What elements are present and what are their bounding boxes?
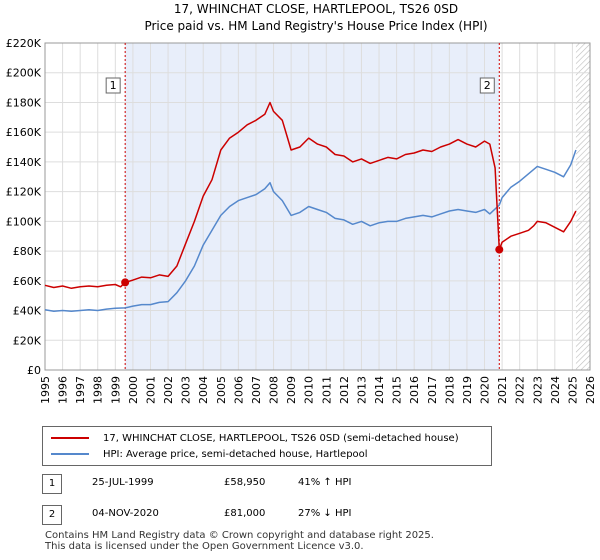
x-tick-label: 2021 [496,376,509,404]
hpi-line [44,149,577,313]
sale-price: £81,000 [224,508,266,519]
chart-legend: 17, WHINCHAT CLOSE, HARTLEPOOL, TS26 0SD… [42,426,492,466]
sale-hpi-delta: 41% ↑ HPI [298,477,352,488]
x-tick-label: 2015 [391,376,404,404]
y-tick-label: £0 [27,364,41,377]
y-tick-label: £180K [6,96,42,109]
y-tick-label: £60K [13,275,42,288]
x-tick-label: 2005 [215,376,228,404]
price-chart: 17, WHINCHAT CLOSE, HARTLEPOOL, TS26 0SD… [6,2,597,404]
x-tick-label: 1996 [57,376,70,404]
sale-price: £58,950 [224,477,266,488]
footer-attribution: Contains HM Land Registry data © Crown c… [45,530,434,552]
y-tick-label: £80K [13,245,42,258]
sale-hpi-delta: 27% ↓ HPI [298,508,352,519]
x-tick-label: 2019 [461,376,474,404]
x-tick-label: 2010 [303,376,316,404]
x-tick-label: 2023 [531,376,544,404]
x-tick-label: 2004 [197,376,210,404]
y-tick-label: £160K [6,126,42,139]
sale-marker-badge: 2 [42,505,62,525]
sale-point [495,245,504,254]
property-price-line [44,101,577,290]
sale-label-box [479,77,495,94]
chart-title: 17, WHINCHAT CLOSE, HARTLEPOOL, TS26 0SD [174,2,458,16]
legend-label-property: 17, WHINCHAT CLOSE, HARTLEPOOL, TS26 0SD… [103,432,459,444]
x-tick-label: 2002 [162,376,175,404]
x-tick-label: 2001 [144,376,157,404]
y-tick-label: £40K [13,305,42,318]
x-tick-label: 2009 [285,376,298,404]
footer-line: Contains HM Land Registry data © Crown c… [45,530,434,541]
chart-subtitle: Price paid vs. HM Land Registry's House … [144,19,487,33]
x-tick-label: 2020 [479,376,492,404]
sale-label-box [105,77,121,94]
y-tick-label: £20K [13,334,42,347]
legend-entry-hpi: HPI: Average price, semi-detached house,… [51,446,368,462]
sale-label-number: 1 [110,79,117,92]
x-tick-label: 2011 [320,376,333,404]
x-tick-label: 2022 [514,376,527,404]
legend-swatch-property [51,437,89,439]
sale-point [121,278,130,287]
x-tick-label: 2000 [127,376,140,404]
plot-frame [44,42,591,371]
y-tick-label: £100K [6,215,42,228]
x-tick-label: 2012 [338,376,351,404]
x-tick-label: 2014 [373,376,386,404]
sale-date: 25-JUL-1999 [92,477,154,488]
x-tick-label: 1997 [74,376,87,404]
x-tick-label: 2006 [232,376,245,404]
x-tick-label: 2016 [408,376,421,404]
sale-date: 04-NOV-2020 [92,508,159,519]
x-tick-label: 1998 [92,376,105,404]
y-tick-label: £200K [6,67,42,80]
y-tick-label: £220K [6,37,42,50]
ownership-shading [125,43,500,370]
x-tick-label: 1995 [39,376,52,404]
legend-swatch-hpi [51,453,89,455]
y-tick-label: £140K [6,156,42,169]
x-tick-label: 2018 [443,376,456,404]
x-tick-label: 2013 [355,376,368,404]
future-hatch [575,43,590,370]
legend-entry-property: 17, WHINCHAT CLOSE, HARTLEPOOL, TS26 0SD… [51,430,459,446]
x-tick-label: 2003 [180,376,193,404]
x-tick-label: 2024 [549,376,562,404]
sale-marker-badge: 1 [42,474,62,494]
footer-line: This data is licensed under the Open Gov… [45,541,364,552]
legend-label-hpi: HPI: Average price, semi-detached house,… [103,448,368,460]
y-tick-label: £120K [6,186,42,199]
x-tick-label: 2007 [250,376,263,404]
x-tick-label: 2017 [426,376,439,404]
x-tick-label: 1999 [109,376,122,404]
x-tick-label: 2025 [566,376,579,404]
x-tick-label: 2008 [268,376,281,404]
x-tick-label: 2026 [584,376,597,404]
sale-label-number: 2 [484,79,491,92]
